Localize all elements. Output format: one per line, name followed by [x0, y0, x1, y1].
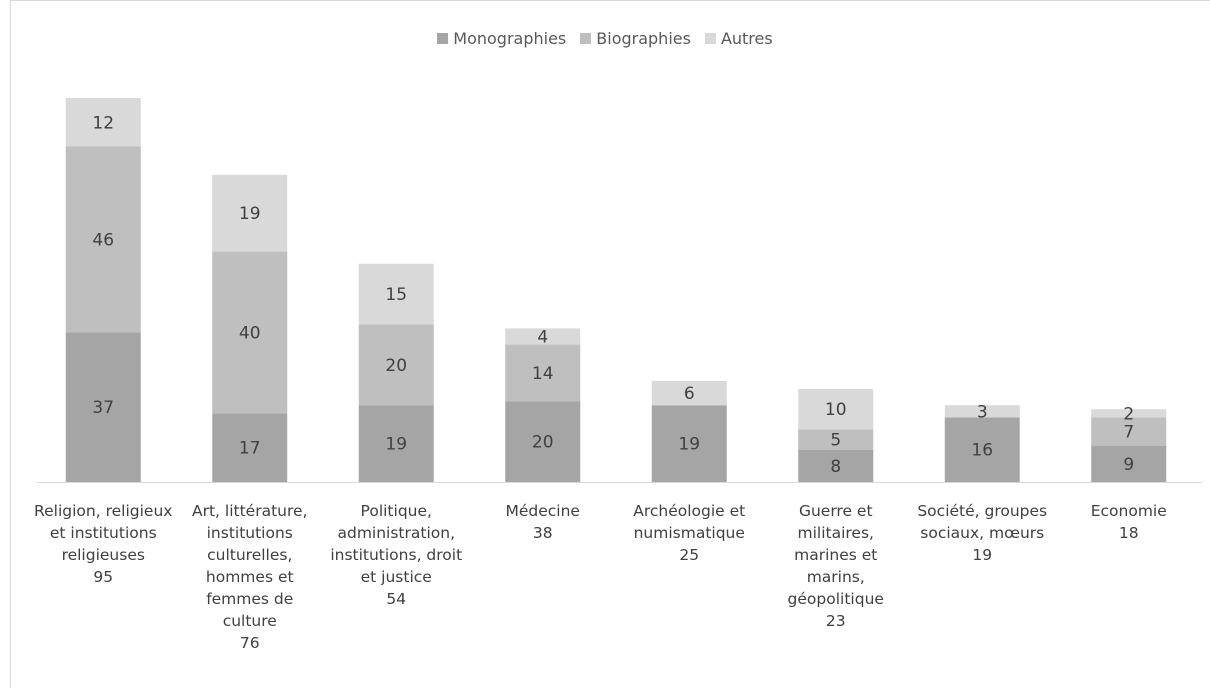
data-label: 37 [92, 398, 114, 418]
legend-label: Autres [720, 29, 773, 48]
bar-segment [1091, 445, 1167, 482]
legend-swatch [704, 33, 716, 44]
bar-segment [505, 328, 581, 345]
x-tick-label: Médecine 38 [473, 500, 613, 544]
x-tick-label: Guerre et militaires, marines et marins,… [766, 500, 906, 632]
data-label: 5 [830, 431, 841, 451]
category-total: 23 [825, 612, 846, 630]
x-tick-label: Archéologie et numismatique 25 [619, 500, 759, 566]
category-name: Médecine [505, 502, 580, 520]
bar-segment [1091, 409, 1167, 418]
bar-segment [212, 251, 288, 414]
bar-segment [65, 98, 141, 147]
bar-segment [798, 449, 874, 482]
category-total: 38 [532, 524, 553, 542]
legend-swatch [437, 33, 449, 44]
data-label: 46 [92, 230, 114, 250]
bar-segment [798, 429, 874, 450]
bar-segment [358, 263, 434, 325]
bar-segment [65, 332, 141, 482]
legend-label: Monographies [453, 29, 567, 48]
bar-segment [65, 146, 141, 333]
legend-swatch [580, 33, 592, 44]
data-label: 40 [239, 323, 261, 343]
bar-segment [212, 174, 288, 252]
x-tick-label: Société, groupes sociaux, mœurs 19 [912, 500, 1052, 566]
category-total: 19 [972, 546, 993, 564]
category-total: 25 [679, 546, 700, 564]
data-label: 15 [385, 285, 407, 305]
data-label: 19 [678, 435, 700, 455]
bar-segment [944, 405, 1020, 418]
bar-segment [651, 380, 727, 406]
category-total: 76 [239, 634, 260, 652]
chart-frame [10, 0, 1210, 688]
category-name: Archéologie et numismatique [633, 502, 746, 542]
category-name: Politique, administration, institutions,… [330, 502, 463, 586]
bar-segment [212, 413, 288, 482]
bar-segment [505, 344, 581, 402]
data-label: 10 [825, 400, 847, 420]
category-name: Economie [1090, 502, 1167, 520]
data-label: 16 [971, 441, 993, 461]
data-label: 9 [1123, 455, 1134, 475]
data-label: 2 [1123, 404, 1134, 424]
data-label: 12 [92, 113, 114, 133]
data-label: 7 [1123, 422, 1134, 442]
legend-item: Monographies [437, 29, 566, 48]
data-label: 20 [385, 356, 407, 376]
data-label: 14 [532, 364, 554, 384]
x-tick-label: Art, littérature, institutions culturell… [180, 500, 320, 654]
bar-segment [1091, 417, 1167, 446]
category-name: Art, littérature, institutions culturell… [192, 502, 308, 630]
category-total: 18 [1118, 524, 1139, 542]
category-name: Société, groupes sociaux, mœurs [917, 502, 1048, 542]
bar-segment [358, 324, 434, 406]
legend-label: Biographies [596, 29, 691, 48]
x-tick-label: Religion, religieux et institutions reli… [33, 500, 173, 588]
bar-segment [358, 405, 434, 482]
legend-item: Biographies [580, 29, 691, 48]
bar-segment [944, 417, 1020, 482]
category-total: 54 [386, 590, 407, 608]
bar-segment [798, 389, 874, 430]
data-label: 6 [684, 384, 695, 404]
data-label: 4 [537, 327, 548, 347]
legend: Monographies Biographies Autres [0, 29, 1210, 48]
data-label: 19 [239, 204, 261, 224]
bar-segment [651, 405, 727, 482]
data-label: 19 [385, 435, 407, 455]
data-label: 17 [239, 439, 261, 459]
category-total: 95 [93, 568, 114, 586]
x-tick-label: Politique, administration, institutions,… [326, 500, 466, 610]
data-label: 20 [532, 433, 554, 453]
data-label: 3 [977, 402, 988, 422]
data-label: 8 [830, 457, 841, 477]
category-name: Guerre et militaires, marines et marins,… [787, 502, 884, 608]
legend-item: Autres [704, 29, 773, 48]
x-tick-label: Economie 18 [1059, 500, 1199, 544]
category-name: Religion, religieux et institutions reli… [34, 502, 173, 564]
bar-segment [505, 401, 581, 482]
